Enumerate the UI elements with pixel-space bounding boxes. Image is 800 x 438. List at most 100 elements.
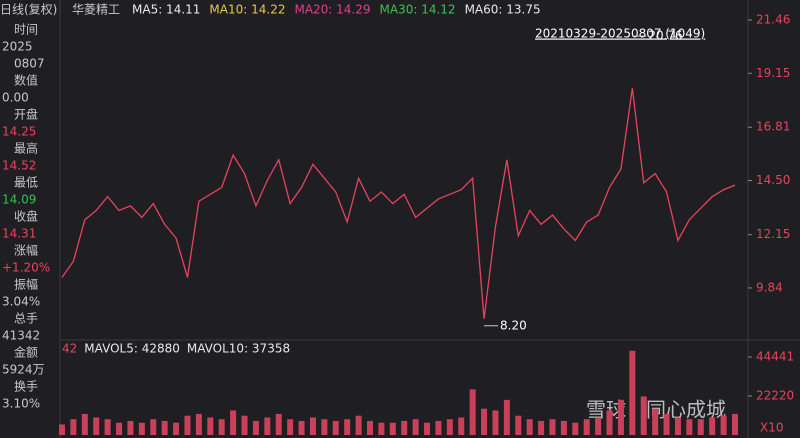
info-value: 14.09 (2, 193, 36, 207)
volume-bar (287, 419, 294, 435)
volume-bar (401, 420, 408, 435)
volume-bar (150, 419, 157, 435)
info-value: +1.20% (2, 261, 50, 275)
volume-bar (127, 420, 134, 435)
volume-bar (709, 417, 716, 435)
volume-bar (697, 419, 704, 435)
info-value: 14.52 (2, 159, 36, 173)
volume-bar (104, 419, 111, 435)
volume-bar (218, 419, 225, 435)
volume-legend: MAVOL5: 42880 (84, 342, 180, 356)
y-tick-label: 44441 (756, 349, 794, 363)
volume-bar (446, 419, 453, 435)
volume-bar (195, 413, 202, 435)
volume-bar (241, 415, 248, 435)
info-value: 3.10% (2, 397, 40, 411)
volume-bar (81, 413, 88, 435)
volume-bar (538, 420, 545, 435)
high-label: 20.76 (648, 29, 682, 43)
info-label: 最高 (14, 141, 38, 156)
ma-label: MA5: 14.11 (132, 3, 200, 17)
volume-bar (549, 419, 556, 435)
volume-bar (70, 419, 77, 435)
unit-label: X10 (760, 421, 784, 435)
volume-bar (378, 422, 385, 435)
info-label: 金额 (14, 345, 38, 360)
y-tick-label: 21.46 (756, 12, 790, 26)
volume-bar (435, 420, 442, 435)
info-label: 总手 (14, 312, 38, 326)
volume-bar (458, 417, 465, 435)
volume-bar (674, 417, 681, 435)
volume-bar (469, 389, 476, 435)
low-label: 8.20 (500, 318, 527, 332)
volume-bar (595, 417, 602, 435)
volume-bar (252, 420, 259, 435)
info-label: 时间 (14, 23, 38, 37)
volume-bar (355, 415, 362, 435)
volume-bar (617, 399, 624, 435)
volume-bar (503, 399, 510, 435)
volume-bar (264, 417, 271, 435)
volume-bar (161, 420, 168, 435)
info-value: 0.00 (2, 91, 29, 105)
price-line (61, 88, 736, 319)
volume-bar (309, 417, 316, 435)
y-tick-label: 12.15 (756, 227, 790, 241)
info-label: 涨幅 (14, 243, 38, 258)
volume-bar (526, 419, 533, 435)
info-label: 最低 (14, 176, 38, 190)
volume-bar (412, 419, 419, 435)
info-value: 3.04% (2, 295, 40, 309)
info-label: 数值 (14, 73, 38, 88)
y-tick-label: 9.84 (756, 280, 783, 294)
y-tick-label: 16.81 (756, 120, 790, 134)
volume-bar (275, 413, 282, 435)
volume-bar (298, 420, 305, 435)
volume-bar (332, 420, 339, 435)
volume-bar (184, 415, 191, 435)
volume-bar (366, 420, 373, 435)
volume-bar (606, 410, 613, 435)
volume-bar (583, 419, 590, 435)
volume-bar (720, 415, 727, 435)
info-label: 换手 (14, 380, 38, 394)
info-value: 41342 (2, 329, 40, 343)
y-tick-label: 14.50 (756, 173, 790, 187)
info-label: 振幅 (14, 277, 38, 292)
y-tick-label: 19.15 (756, 66, 790, 80)
ma-label: MA10: 14.22 (209, 3, 285, 17)
volume-bar (560, 420, 567, 435)
volume-bar (116, 422, 123, 435)
volume-bar (138, 422, 145, 435)
volume-legend: 42 (62, 342, 77, 356)
volume-bar (572, 422, 579, 435)
ma-label: MA60: 13.75 (465, 3, 541, 17)
volume-bar (492, 410, 499, 435)
info-value: 2025 (2, 40, 33, 54)
ma-label: MA30: 14.12 (380, 3, 456, 17)
volume-bar (629, 350, 636, 435)
volume-bar (424, 422, 431, 435)
volume-bar (652, 408, 659, 435)
volume-bar (207, 417, 214, 435)
info-value: 5924万 (2, 363, 45, 377)
volume-bar (732, 413, 738, 435)
volume-bar (321, 419, 328, 435)
info-value: 14.25 (2, 125, 36, 139)
volume-bar (481, 408, 488, 435)
y-tick-label: 22220 (756, 389, 794, 403)
volume-bar (515, 415, 522, 435)
range-label: 20210329-20250807 (1049) (535, 27, 705, 41)
volume-bar (640, 396, 647, 435)
ma-label: MA20: 14.29 (294, 3, 370, 17)
volume-bar (344, 419, 351, 435)
volume-bar (663, 413, 670, 435)
info-label: 开盘 (14, 107, 38, 122)
volume-bar (59, 424, 65, 435)
info-value: 0807 (14, 57, 45, 71)
volume-bar (93, 417, 100, 435)
volume-bar (389, 422, 396, 435)
